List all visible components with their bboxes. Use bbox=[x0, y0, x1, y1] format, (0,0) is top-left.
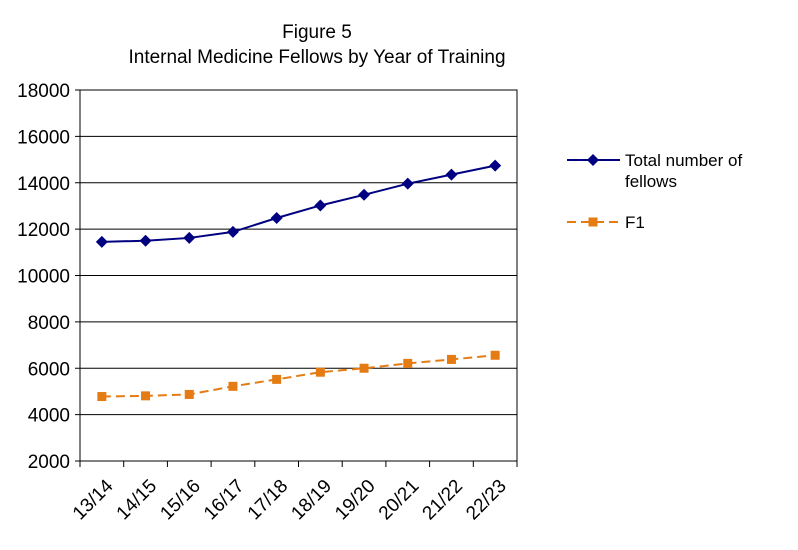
data-point bbox=[490, 350, 500, 360]
data-point bbox=[489, 159, 502, 172]
chart-title: Figure 5 bbox=[282, 22, 352, 43]
data-point bbox=[403, 358, 413, 368]
legend-marker-1 bbox=[587, 154, 599, 166]
data-point bbox=[184, 389, 194, 399]
y-tick-label: 12000 bbox=[17, 220, 70, 241]
x-tick-label: 19/20 bbox=[331, 476, 379, 524]
data-point bbox=[97, 392, 107, 402]
y-tick-label: 8000 bbox=[28, 313, 70, 334]
x-tick-label: 13/14 bbox=[69, 475, 118, 524]
legend-label-1: fellows bbox=[625, 172, 677, 191]
y-tick-label: 10000 bbox=[17, 267, 70, 288]
data-point bbox=[445, 168, 458, 181]
y-tick-label: 6000 bbox=[28, 359, 70, 380]
chart-subtitle: Internal Medicine Fellows by Year of Tra… bbox=[128, 47, 506, 68]
legend-marker-2 bbox=[588, 217, 598, 227]
x-tick-label: 22/23 bbox=[462, 476, 510, 524]
data-point bbox=[270, 211, 283, 224]
chart-title-block: Figure 5 Internal Medicine Fellows by Ye… bbox=[0, 20, 634, 70]
data-point bbox=[228, 381, 238, 391]
data-point bbox=[183, 231, 196, 244]
y-tick-label: 18000 bbox=[17, 81, 70, 102]
data-point bbox=[315, 367, 325, 377]
x-tick-label: 15/16 bbox=[156, 476, 204, 524]
data-point bbox=[358, 188, 371, 201]
y-tick-label: 14000 bbox=[17, 174, 70, 195]
x-tick-label: 17/18 bbox=[244, 476, 292, 524]
data-point bbox=[359, 363, 369, 373]
data-point bbox=[314, 199, 327, 212]
data-point bbox=[401, 177, 414, 190]
x-tick-label: 21/22 bbox=[419, 476, 467, 524]
series-line-2 bbox=[101, 354, 496, 398]
data-point bbox=[141, 391, 151, 401]
y-tick-label: 16000 bbox=[17, 127, 70, 148]
data-point bbox=[139, 234, 152, 247]
legend-label-1: Total number of bbox=[625, 151, 742, 170]
x-tick-label: 16/17 bbox=[200, 476, 248, 524]
data-point bbox=[226, 225, 239, 238]
y-tick-label: 2000 bbox=[28, 452, 70, 473]
x-tick-label: 14/15 bbox=[113, 476, 161, 524]
data-point bbox=[95, 235, 108, 248]
y-tick-label: 4000 bbox=[28, 406, 70, 427]
data-point bbox=[272, 374, 282, 384]
series-line-1 bbox=[101, 164, 496, 243]
x-tick-label: 18/19 bbox=[287, 476, 335, 524]
legend-label-2: F1 bbox=[625, 213, 645, 232]
x-tick-label: 20/21 bbox=[375, 476, 423, 524]
data-point bbox=[446, 354, 456, 364]
